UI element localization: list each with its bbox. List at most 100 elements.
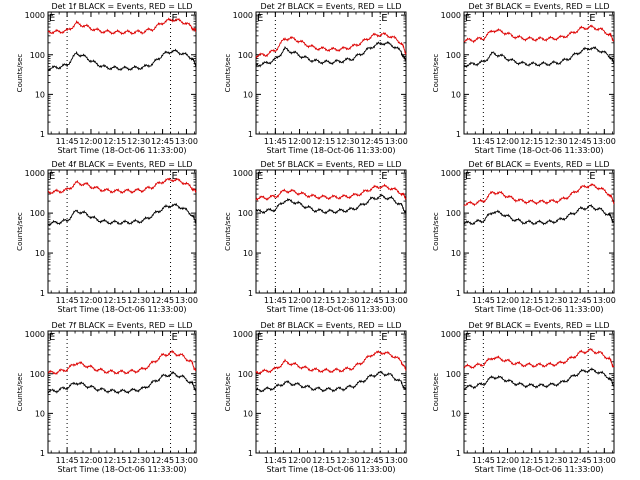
marker-label-left: E [257, 332, 263, 343]
x-tick-label: 11:45 [56, 137, 79, 146]
y-tick-label: 100 [238, 209, 253, 218]
y-axis-label: Counts/sec [224, 373, 232, 412]
y-tick-label: 1000 [441, 169, 461, 178]
x-tick-label: 13:00 [385, 456, 408, 465]
marker-label-left: E [465, 332, 471, 343]
x-tick-label: 11:45 [264, 456, 287, 465]
y-tick-label: 1000 [233, 11, 253, 20]
panel-title: Det 7f BLACK = Events, RED = LLD [51, 321, 192, 330]
marker-label-right: E [381, 332, 387, 343]
series-line-events [255, 40, 407, 68]
marker-label-right: E [172, 171, 178, 182]
y-tick-label: 1 [456, 289, 461, 298]
x-tick-label: 12:30 [127, 456, 150, 465]
x-tick-label: 13:00 [175, 296, 198, 305]
panel-title: Det 6f BLACK = Events, RED = LLD [468, 160, 609, 169]
marker-label-right: E [172, 332, 178, 343]
series-line-events [47, 48, 197, 72]
x-tick-label: 12:30 [336, 296, 359, 305]
x-tick-label: 12:45 [569, 296, 592, 305]
marker-label-left: E [257, 171, 263, 182]
x-tick-label: 13:00 [593, 137, 616, 146]
x-axis-label: Start Time (18-Oct-06 11:33:00) [474, 465, 603, 474]
y-tick-label: 10 [243, 249, 253, 258]
plot-frame [255, 169, 407, 294]
panel-det-9: Det 9f BLACK = Events, RED = LLD 1 10 100 10… [432, 321, 616, 474]
panel-title: Det 1f BLACK = Events, RED = LLD [51, 2, 192, 11]
y-tick-label: 1 [40, 130, 45, 139]
panel-title: Det 8f BLACK = Events, RED = LLD [260, 321, 401, 330]
y-tick-label: 100 [446, 209, 461, 218]
x-tick-label: 12:15 [312, 137, 335, 146]
marker-label-right: E [172, 13, 178, 24]
x-tick-label: 12:30 [336, 137, 359, 146]
panel-det-6: Det 6f BLACK = Events, RED = LLD 1 10 100 10… [432, 160, 616, 314]
y-tick-label: 1000 [233, 330, 253, 339]
x-tick-label: 12:15 [520, 296, 543, 305]
marker-label-right: E [589, 171, 595, 182]
x-tick-label: 12:00 [496, 296, 519, 305]
x-axis-label: Start Time (18-Oct-06 11:33:00) [266, 465, 395, 474]
x-tick-label: 12:45 [569, 456, 592, 465]
y-axis-label: Counts/sec [432, 212, 440, 251]
x-tick-label: 13:00 [385, 296, 408, 305]
panel-title: Det 5f BLACK = Events, RED = LLD [260, 160, 401, 169]
x-tick-label: 12:45 [151, 296, 174, 305]
x-tick-label: 12:30 [544, 296, 567, 305]
y-tick-label: 100 [238, 370, 253, 379]
x-axis-label: Start Time (18-Oct-06 11:33:00) [57, 146, 186, 155]
series-line-lld [463, 348, 615, 369]
panel-title: Det 9f BLACK = Events, RED = LLD [468, 321, 609, 330]
x-tick-label: 12:15 [103, 137, 126, 146]
y-tick-label: 1 [40, 449, 45, 458]
marker-label-left: E [49, 13, 55, 24]
x-tick-label: 12:00 [288, 137, 311, 146]
y-tick-label: 1 [248, 130, 253, 139]
x-tick-label: 12:45 [569, 137, 592, 146]
x-tick-label: 12:15 [520, 137, 543, 146]
series-line-lld [463, 24, 615, 44]
series-line-events [47, 202, 197, 227]
series-line-lld [47, 349, 197, 376]
marker-label-left: E [257, 13, 263, 24]
panel-title: Det 2f BLACK = Events, RED = LLD [260, 2, 401, 11]
x-axis-label: Start Time (18-Oct-06 11:33:00) [474, 146, 603, 155]
x-axis-label: Start Time (18-Oct-06 11:33:00) [266, 146, 395, 155]
x-axis-label: Start Time (18-Oct-06 11:33:00) [266, 305, 395, 314]
y-tick-label: 10 [35, 90, 45, 99]
y-tick-label: 10 [35, 409, 45, 418]
panel-title: Det 4f BLACK = Events, RED = LLD [51, 160, 192, 169]
series-line-events [255, 193, 407, 215]
y-tick-label: 1000 [441, 11, 461, 20]
panel-title: Det 3f BLACK = Events, RED = LLD [468, 2, 609, 11]
x-tick-label: 12:00 [496, 456, 519, 465]
y-tick-label: 1 [456, 449, 461, 458]
marker-label-right: E [589, 332, 595, 343]
series-line-lld [47, 17, 197, 36]
x-tick-label: 12:00 [288, 296, 311, 305]
x-tick-label: 11:45 [264, 137, 287, 146]
series-line-lld [47, 177, 197, 195]
x-tick-label: 12:00 [79, 296, 102, 305]
panel-det-4: Det 4f BLACK = Events, RED = LLD 1 10 100 10… [16, 160, 198, 314]
y-tick-label: 100 [446, 51, 461, 60]
y-axis-label: Counts/sec [16, 54, 24, 93]
plot-frame [463, 11, 615, 135]
y-axis-label: Counts/sec [224, 212, 232, 251]
x-axis-label: Start Time (18-Oct-06 11:33:00) [57, 465, 186, 474]
x-tick-label: 12:15 [103, 296, 126, 305]
y-tick-label: 10 [451, 249, 461, 258]
marker-label-left: E [465, 171, 471, 182]
x-axis-label: Start Time (18-Oct-06 11:33:00) [474, 305, 603, 314]
y-tick-label: 1000 [25, 169, 45, 178]
panel-det-2: Det 2f BLACK = Events, RED = LLD 1 10 100 10… [224, 2, 408, 155]
x-tick-label: 11:45 [472, 456, 495, 465]
y-tick-label: 10 [451, 90, 461, 99]
y-tick-label: 1000 [25, 11, 45, 20]
x-tick-label: 13:00 [593, 296, 616, 305]
y-axis-label: Counts/sec [16, 212, 24, 251]
panel-det-7: Det 7f BLACK = Events, RED = LLD 1 10 100 10… [16, 321, 198, 474]
marker-label-right: E [589, 13, 595, 24]
x-tick-label: 11:45 [56, 296, 79, 305]
x-tick-label: 11:45 [472, 296, 495, 305]
